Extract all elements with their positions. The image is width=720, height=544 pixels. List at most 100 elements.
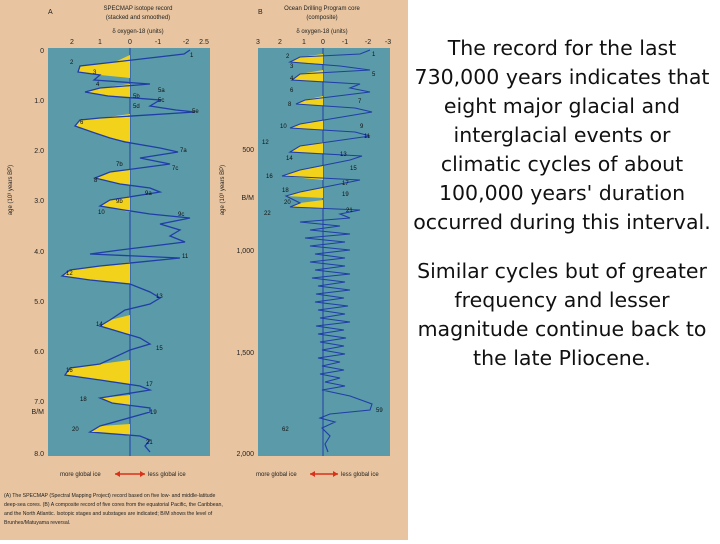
panel-a-stage-label: 11	[182, 254, 189, 260]
panel-b-stage-label: 22	[264, 211, 271, 217]
panel-b-stage-label: 1	[372, 52, 376, 58]
figure-caption: (A) The SPECMAP (Spectral Mapping Projec…	[4, 493, 223, 526]
panel-b-stage-label: 12	[262, 140, 269, 146]
panel-a-y-tick: 5.0	[34, 299, 44, 306]
panel-a-y-label: age (10³ years BP)	[8, 165, 14, 215]
panel-a-stage-label: 5d	[133, 104, 140, 110]
panel-b-stage-label: 8	[288, 102, 292, 108]
slide-paragraph-2: Similar cycles but of greater frequency …	[417, 259, 707, 370]
panel-b-stage-label: 15	[350, 166, 357, 172]
panel-a-stage-label: 12	[66, 271, 73, 277]
panel-a-stage-label: 13	[156, 294, 163, 300]
panel-b-top-tick: 0	[321, 39, 325, 46]
panel-a-y-ticks: 0 1.0 2.0 3.0 4.0 5.0 6.0 7.0 8.0 B/M	[32, 48, 45, 458]
slide-paragraph-1: The record for the last 730,000 years in…	[413, 36, 711, 234]
panel-b-stage-label: 21	[346, 208, 353, 214]
panel-a-bm-label: B/M	[32, 409, 45, 416]
panel-a-stage-label: 4	[96, 82, 100, 88]
panel-b-plot: 1 2 3 4 5 6 7 8 9 10 11 12 13 14 15 16 1…	[258, 48, 390, 456]
panel-a-stage-label: 2	[70, 60, 74, 66]
panel-a-stage-label: 6	[80, 120, 84, 126]
panel-b-stage-label: 9	[360, 124, 364, 130]
panel-b-stage-label: 59	[376, 408, 383, 414]
panel-b-stage-label: 11	[364, 134, 371, 140]
panel-a-isotope-curve	[60, 49, 196, 453]
panel-a-y-tick: 4.0	[34, 249, 44, 256]
panel-a-stage-label: 3	[93, 70, 97, 76]
panel-a-stage-label: 7b	[116, 162, 123, 168]
panel-a-top-ticks: 2 1 0 -1 -2 2.5	[70, 39, 209, 46]
panel-b-top-tick: -2	[365, 39, 371, 46]
panel-a-stage-label: 5e	[192, 109, 199, 115]
panel-b-top-tick: -1	[342, 39, 348, 46]
panel-a-top-tick: 1	[98, 39, 102, 46]
panel-a-stage-label: 1	[190, 53, 194, 59]
panel-a-letter: A	[48, 9, 53, 16]
panel-b-y-tick: 500	[242, 147, 254, 154]
panel-b-y-tick: 1,500	[236, 350, 254, 357]
panel-a-stage-label: 8	[94, 178, 98, 184]
panel-b-stage-label: 10	[280, 124, 287, 130]
panel-b-stage-label: 7	[358, 99, 362, 105]
panel-b-top-tick: 2	[278, 39, 282, 46]
panel-a-axis-label: δ oxygen-18 (units)	[112, 29, 163, 35]
panel-a-arrow-right-head	[140, 471, 145, 477]
panel-a-stage-label: 20	[72, 427, 79, 433]
figure-caption-line: (A) The SPECMAP (Spectral Mapping Projec…	[4, 493, 216, 499]
panel-a-stage-label: 10	[98, 210, 105, 216]
panel-b-y-tick: 2,000	[236, 451, 254, 458]
panel-a-arrow-left-head	[115, 471, 120, 477]
panel-b-top-ticks: 3 2 1 0 -1 -2 -3	[256, 39, 391, 46]
panel-b-isotope-curve	[281, 49, 373, 453]
panel-b-bm-label: B/M	[242, 195, 255, 202]
panel-b-less-ice-label: less global ice	[341, 472, 379, 478]
panel-a-y-tick: 0	[40, 48, 44, 55]
panel-a-stage-label: 7c	[172, 166, 178, 172]
panel-b-stage-label: 13	[340, 152, 347, 158]
panel-b-y-label: age (10³ years BP)	[220, 165, 226, 215]
panel-a-y-tick: 3.0	[34, 198, 44, 205]
figure-caption-line: Brunhes/Matuyama reversal.	[4, 520, 70, 526]
panel-b-stage-label: 19	[342, 192, 349, 198]
panel-a-y-tick: 1.0	[34, 98, 44, 105]
panel-b-stage-label: 18	[282, 188, 289, 194]
panel-b-stage-label: 5	[372, 72, 376, 78]
panel-b-title-line2: (composite)	[306, 15, 337, 21]
panel-a-less-ice-label: less global ice	[148, 472, 186, 478]
panel-b-stage-label: 20	[284, 200, 291, 206]
panel-a-y-tick: 6.0	[34, 349, 44, 356]
panel-a-stage-label: 19	[150, 410, 157, 416]
panel-a-stage-label: 5b	[133, 94, 140, 100]
panel-a-title-line2: (stacked and smoothed)	[106, 15, 170, 21]
panel-a-more-ice-label: more global ice	[60, 472, 101, 478]
panel-b-top-tick: 3	[256, 39, 260, 46]
panel-a-top-tick: 2	[70, 39, 74, 46]
panel-a-stage-label: 9b	[116, 199, 123, 205]
panel-a-stage-label: 16	[66, 368, 73, 374]
panel-b-arrow-left-head	[310, 471, 315, 477]
panel-a-y-tick: 2.0	[34, 148, 44, 155]
panel-b-stage-label: 3	[290, 64, 294, 70]
panel-a-stage-label: 9c	[178, 212, 184, 218]
panel-b-stage-label: 17	[342, 181, 349, 187]
panel-a-ice-arrow: more global ice less global ice	[60, 471, 186, 478]
panel-a-top-tick: 2.5	[199, 39, 209, 46]
panel-a-top-tick: -2	[183, 39, 189, 46]
panel-a-plot: 1 2 3 4 5a 5b 5c 5d 5e 6 7a 7b 7c 8 9a 9…	[48, 48, 210, 456]
panel-b-ice-fill	[282, 54, 323, 209]
panel-a-ice-fill	[62, 55, 130, 436]
panel-b-stage-label: 16	[266, 174, 273, 180]
panel-b-ice-arrow: more global ice less global ice	[256, 471, 379, 478]
panel-a-stage-label: 21	[146, 440, 153, 446]
panel-b-stage-label: 2	[286, 54, 290, 60]
panel-b-stage-label: 14	[286, 156, 293, 162]
panel-b-y-ticks: 500 1,000 1,500 2,000 B/M	[236, 147, 254, 458]
panel-a-background	[48, 48, 210, 456]
panel-a-stage-label: 18	[80, 397, 87, 403]
panel-a-y-tick: 7.0	[34, 399, 44, 406]
panel-a-stage-labels: 1 2 3 4 5a 5b 5c 5d 5e 6 7a 7b 7c 8 9a 9…	[66, 53, 199, 446]
panel-b-stage-label: 4	[290, 76, 294, 82]
panel-a-y-tick: 8.0	[34, 451, 44, 458]
panel-b-stage-labels: 1 2 3 4 5 6 7 8 9 10 11 12 13 14 15 16 1…	[262, 52, 383, 433]
panel-b-background	[258, 48, 390, 456]
